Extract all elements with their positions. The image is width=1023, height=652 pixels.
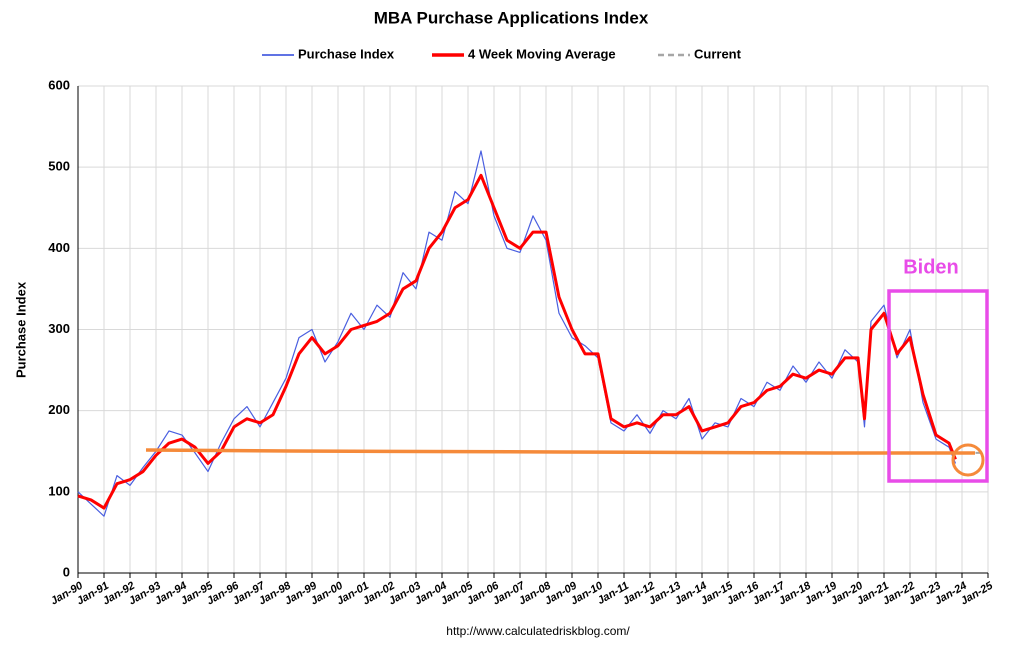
y-tick-label: 200: [48, 402, 70, 417]
highlight-circle: [951, 443, 985, 477]
source: http://www.calculatedriskblog.com/: [446, 624, 630, 638]
y-tick-label: 600: [48, 77, 70, 92]
plot: [77, 150, 988, 517]
reference-line: [145, 448, 975, 455]
data-line: [77, 150, 957, 517]
y-tick-label: 400: [48, 240, 70, 255]
chart-title: MBA Purchase Applications Index: [374, 8, 649, 27]
legend: Purchase Index 4 Week Moving Average Curre…: [262, 46, 742, 61]
y-tick-label: 300: [48, 321, 70, 336]
y-tick-label: 500: [48, 159, 70, 174]
y-tick-label: 100: [48, 483, 70, 498]
y-axis-label: Purchase Index: [13, 281, 28, 378]
data-line: [77, 173, 957, 510]
legend-label: Purchase Index: [298, 46, 395, 61]
y-tick-label: 0: [63, 564, 70, 579]
grid: 0100200300400500600Jan-90Jan-91Jan-92Jan…: [48, 77, 995, 607]
legend-label: Current: [694, 46, 742, 61]
highlight-box: [887, 289, 989, 483]
annotation: Biden: [903, 256, 959, 278]
legend-label: 4 Week Moving Average: [468, 46, 616, 61]
